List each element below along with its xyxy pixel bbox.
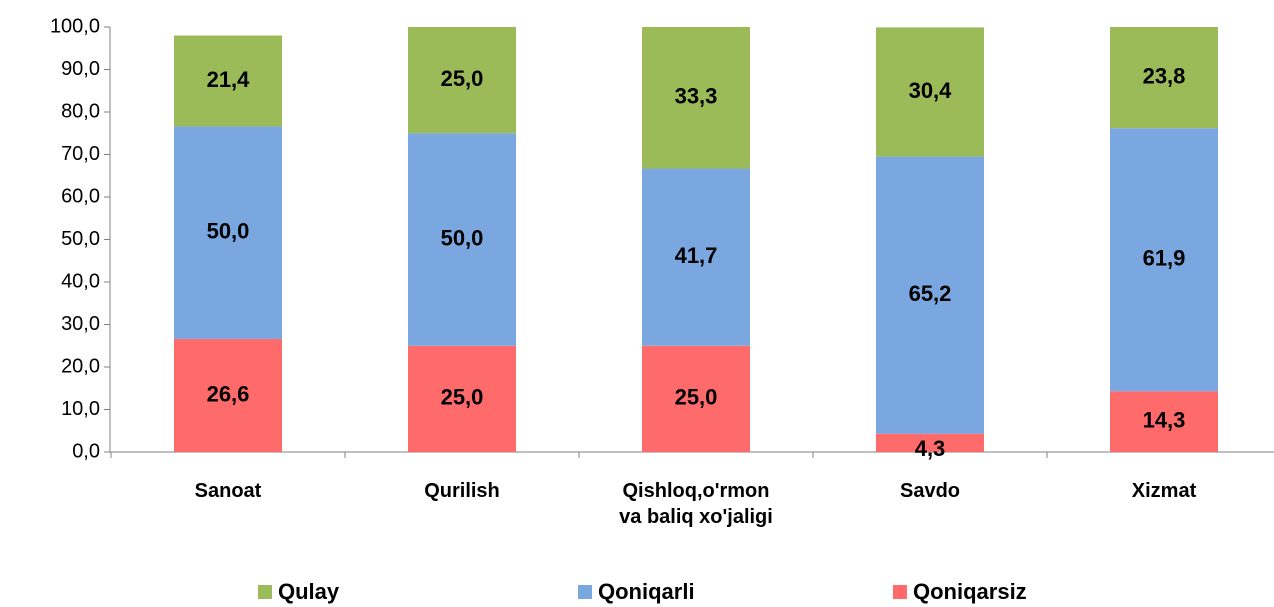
legend-swatch: [258, 585, 272, 599]
y-tick-label: 70,0: [61, 143, 100, 165]
data-label: 4,3: [915, 436, 946, 461]
bar-segment: [1110, 128, 1218, 392]
bar-segment: [876, 27, 984, 157]
data-label: 25,0: [441, 66, 484, 91]
bar-segment: [408, 345, 516, 452]
data-label: 33,3: [675, 84, 718, 109]
y-tick-label: 100,0: [50, 15, 100, 37]
y-tick-label: 90,0: [61, 58, 100, 80]
y-tick-label: 20,0: [61, 355, 100, 377]
y-tick-label: 50,0: [61, 228, 100, 250]
x-tick-label: Savdo: [899, 480, 961, 502]
bar-segment: [876, 433, 984, 452]
y-tick-label: 60,0: [61, 185, 100, 207]
data-label: 65,2: [909, 281, 952, 306]
x-tick-label: Qurilish: [424, 480, 500, 502]
legend-swatch: [893, 585, 907, 599]
data-label: 14,3: [1143, 407, 1186, 432]
y-tick-label: 0,0: [72, 440, 100, 462]
data-label: 50,0: [441, 225, 484, 250]
data-label: 21,4: [207, 67, 251, 92]
y-tick-label: 10,0: [61, 398, 100, 420]
y-tick-label: 40,0: [61, 270, 100, 292]
y-tick-label: 80,0: [61, 100, 100, 122]
bar-segment: [408, 133, 516, 346]
bar-segment: [174, 338, 282, 452]
legend-label: Qulay: [278, 579, 340, 604]
data-label: 23,8: [1143, 63, 1186, 88]
y-tick-label: 30,0: [61, 313, 100, 335]
bar-segment: [174, 126, 282, 339]
bar-segment: [876, 156, 984, 434]
bar-segment: [642, 27, 750, 169]
legend-label: Qoniqarli: [598, 579, 695, 604]
bar-segment: [642, 345, 750, 452]
legend-swatch: [578, 585, 592, 599]
bar-segment: [1110, 391, 1218, 452]
x-tick-label: Qishloq,o'rmon va baliq xo'jaligi: [619, 480, 773, 528]
data-label: 50,0: [207, 219, 250, 244]
legend-label: Qoniqarsiz: [913, 579, 1027, 604]
data-label: 30,4: [909, 78, 953, 103]
data-label: 26,6: [207, 381, 250, 406]
data-label: 41,7: [675, 243, 718, 268]
data-label: 61,9: [1143, 246, 1186, 271]
x-tick-label: Xizmat: [1131, 480, 1197, 502]
bar-segment: [174, 35, 282, 127]
bar-segment: [408, 27, 516, 134]
x-tick-label: Sanoat: [194, 480, 262, 502]
bar-segment: [1110, 27, 1218, 129]
data-label: 25,0: [675, 385, 718, 410]
data-label: 25,0: [441, 385, 484, 410]
bar-segment: [642, 168, 750, 346]
